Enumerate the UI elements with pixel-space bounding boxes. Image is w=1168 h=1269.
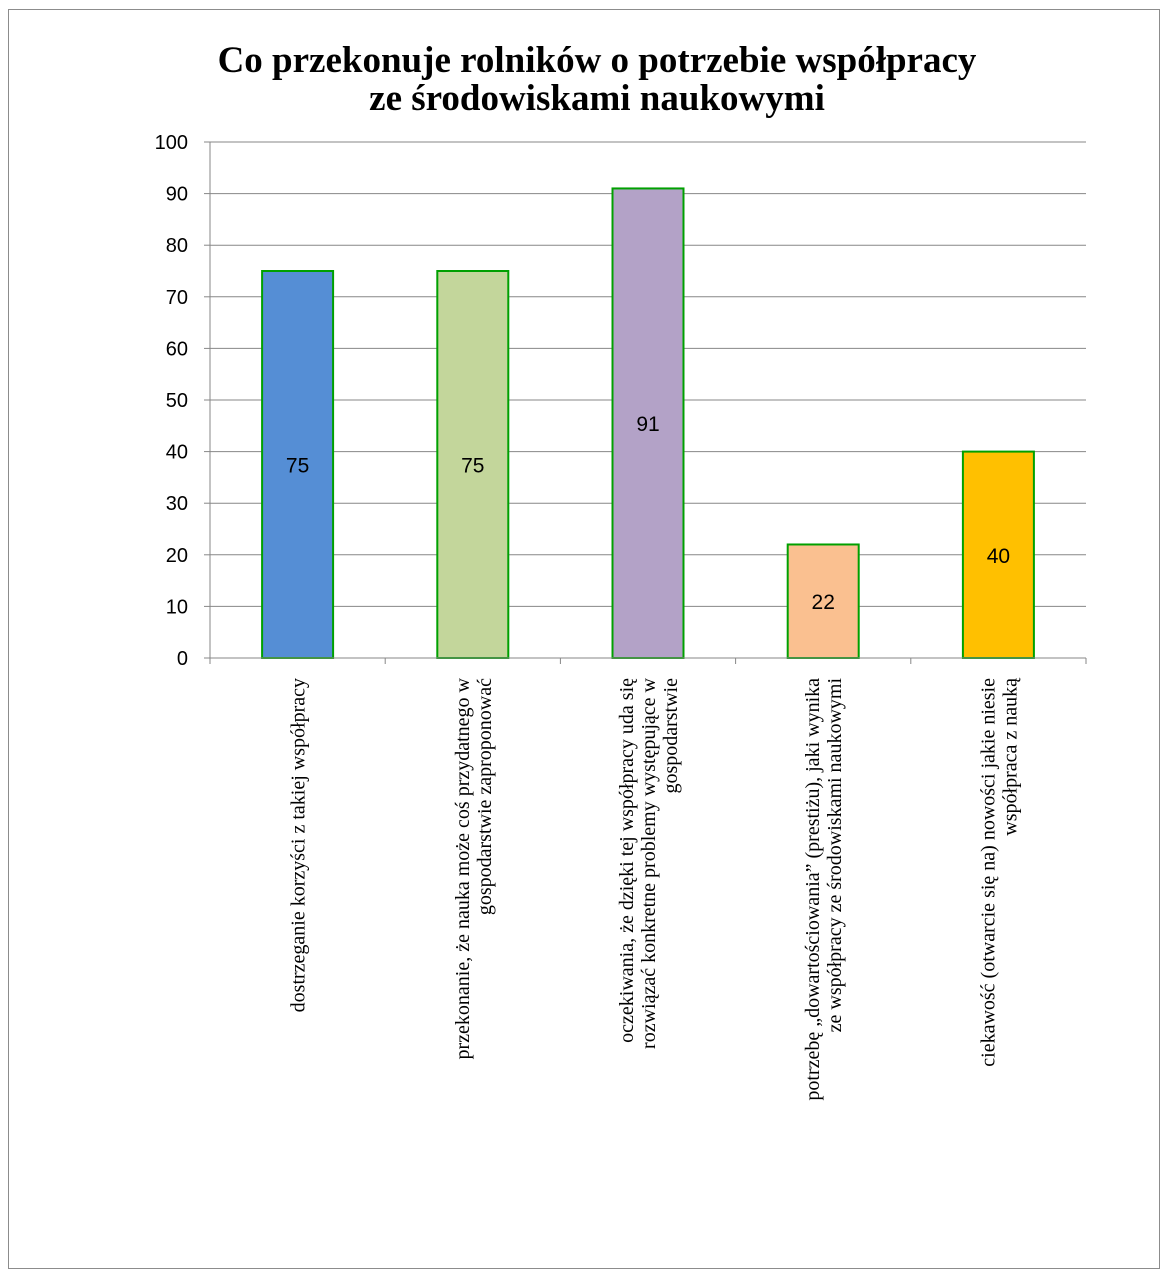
y-tick-label: 100 <box>155 132 188 154</box>
category-label: potrzebę „dowartościowania” (prestiżu), … <box>802 678 846 1101</box>
chart-title: Co przekonuje rolników o potrzebie współ… <box>218 40 977 119</box>
data-label: 40 <box>987 545 1010 568</box>
category-label-line: dostrzeganie korzyści z takiej współprac… <box>288 678 310 1012</box>
category-label-line: gospodarstwie <box>660 678 682 794</box>
y-tick-labels: 0 10 20 30 40 50 60 70 80 90 100 <box>155 132 188 670</box>
category-label-line: potrzebę „dowartościowania” (prestiżu), … <box>802 678 824 1101</box>
category-label: dostrzeganie korzyści z takiej współprac… <box>288 678 310 1012</box>
category-labels: dostrzeganie korzyści z takiej współprac… <box>288 677 1022 1101</box>
data-label: 75 <box>461 455 484 478</box>
category-label-line: rozwiązać konkretne problemy występujące… <box>638 677 660 1049</box>
category-label: ciekawość (otwarcie się na) nowości jaki… <box>977 677 1021 1067</box>
category-label-line: ciekawość (otwarcie się na) nowości jaki… <box>977 678 999 1067</box>
y-tick-label: 90 <box>166 184 188 206</box>
y-tick-label: 40 <box>166 442 188 464</box>
data-label: 22 <box>812 591 835 614</box>
data-label: 75 <box>286 455 309 478</box>
y-tick-label: 10 <box>166 596 188 618</box>
y-tick-label: 20 <box>166 545 188 567</box>
category-label: przekonanie, że nauka może coś przydatne… <box>452 677 496 1059</box>
y-tick-label: 70 <box>166 287 188 309</box>
category-label-line: przekonanie, że nauka może coś przydatne… <box>452 677 474 1059</box>
y-tick-label: 60 <box>166 338 188 360</box>
data-label: 91 <box>636 413 659 436</box>
category-label-line: gospodarstwie zaproponować <box>474 678 496 915</box>
y-tick-label: 0 <box>177 648 188 670</box>
y-tick-label: 30 <box>166 493 188 515</box>
chart-title-line: ze środowiskami naukowymi <box>369 78 825 119</box>
category-label-line: współpraca z nauką <box>999 677 1021 836</box>
category-label-line: ze współpracy ze środowiskami naukowymi <box>824 678 846 1033</box>
chart-title-line: Co przekonuje rolników o potrzebie współ… <box>218 40 977 81</box>
y-tick-label: 80 <box>166 235 188 257</box>
category-label: oczekiwania, że dzięki tej współpracy ud… <box>616 677 682 1049</box>
y-tick-label: 50 <box>166 390 188 412</box>
category-label-line: oczekiwania, że dzięki tej współpracy ud… <box>616 678 638 1043</box>
